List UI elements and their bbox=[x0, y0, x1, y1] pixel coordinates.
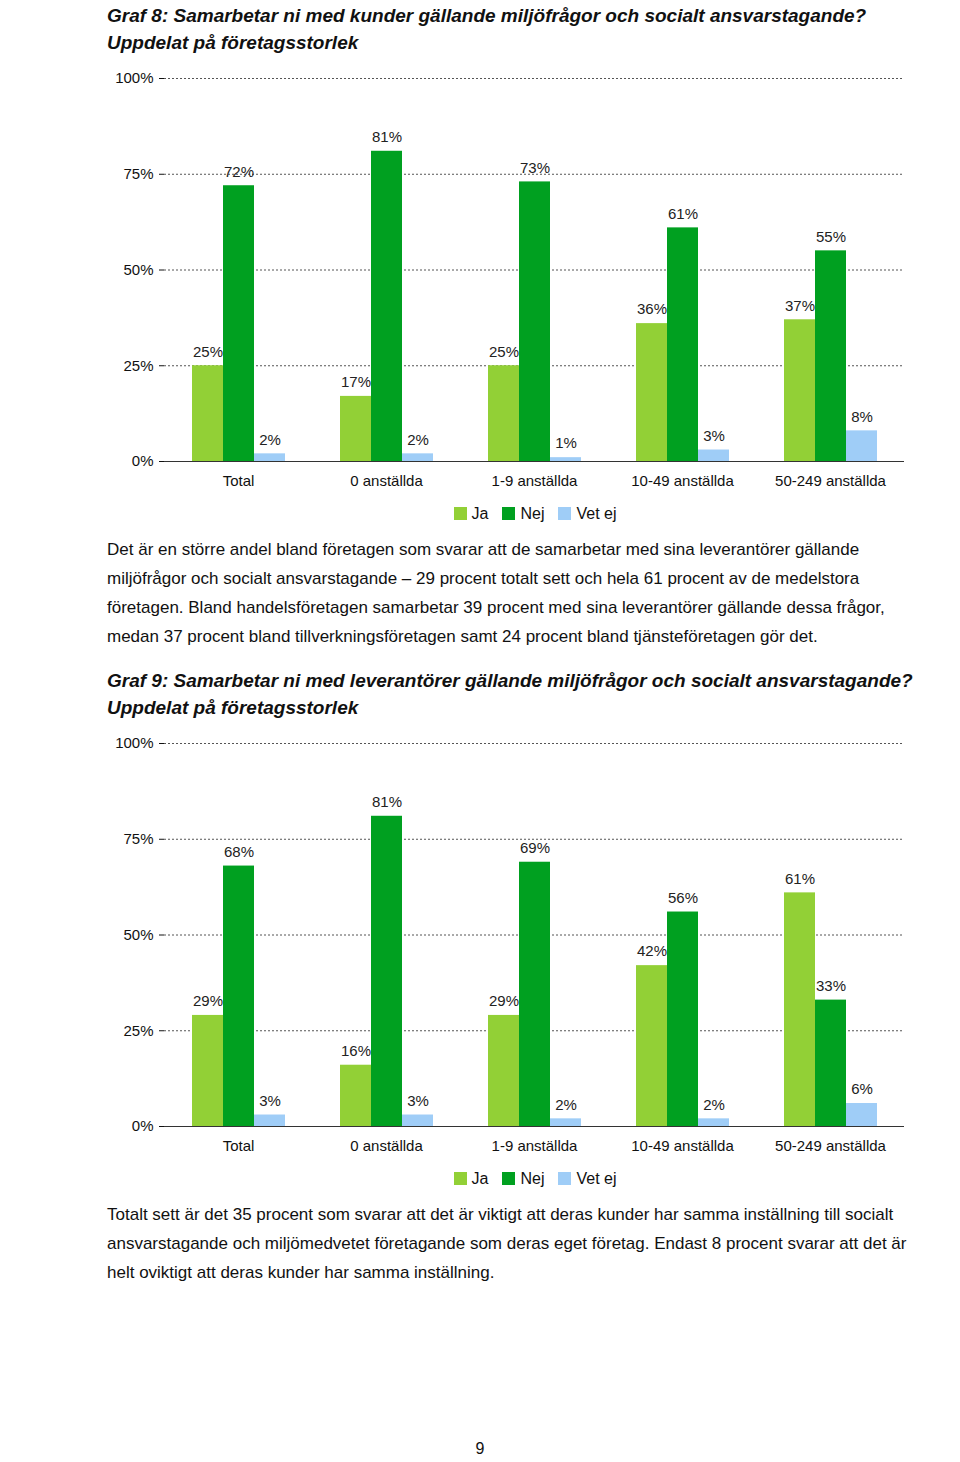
svg-text:10-49 anställda: 10-49 anställda bbox=[631, 1137, 734, 1154]
html-text:Ja: Ja bbox=[471, 505, 489, 522]
svg-text:0%: 0% bbox=[132, 1117, 154, 1134]
html-text:Totalt sett är det 35 procent: Totalt sett är det 35 procent som svarar… bbox=[107, 1205, 907, 1282]
svg-text:16%: 16% bbox=[341, 1042, 371, 1059]
svg-text:50-249 anställda: 50-249 anställda bbox=[775, 472, 887, 489]
svg-text:42%: 42% bbox=[637, 942, 667, 959]
svg-text:50-249 anställda: 50-249 anställda bbox=[775, 1137, 887, 1154]
svg-text:10-49 anställda: 10-49 anställda bbox=[631, 472, 734, 489]
html-text:Ja: Ja bbox=[471, 1170, 489, 1187]
html-text:Det är en större andel bland f: Det är en större andel bland företagen s… bbox=[107, 540, 885, 646]
svg-text:25%: 25% bbox=[193, 343, 223, 360]
svg-text:73%: 73% bbox=[520, 159, 550, 176]
svg-text:72%: 72% bbox=[224, 163, 254, 180]
html-text:9: 9 bbox=[475, 1440, 485, 1457]
html-text:Nej: Nej bbox=[520, 505, 545, 522]
svg-text:50%: 50% bbox=[123, 926, 153, 943]
svg-text:75%: 75% bbox=[123, 830, 153, 847]
svg-text:3%: 3% bbox=[407, 1092, 429, 1109]
svg-text:Total: Total bbox=[223, 1137, 255, 1154]
html-text:Graf 8: Samarbetar ni med kund: Graf 8: Samarbetar ni med kunder gälland… bbox=[107, 5, 867, 53]
svg-text:29%: 29% bbox=[193, 992, 223, 1009]
svg-text:75%: 75% bbox=[123, 165, 153, 182]
svg-text:68%: 68% bbox=[224, 843, 254, 860]
svg-text:50%: 50% bbox=[123, 261, 153, 278]
svg-text:1-9 anställda: 1-9 anställda bbox=[492, 1137, 579, 1154]
svg-text:2%: 2% bbox=[407, 431, 429, 448]
svg-text:100%: 100% bbox=[115, 734, 153, 751]
svg-text:1%: 1% bbox=[555, 434, 577, 451]
svg-text:36%: 36% bbox=[637, 300, 667, 317]
svg-text:25%: 25% bbox=[489, 343, 519, 360]
svg-text:17%: 17% bbox=[341, 373, 371, 390]
svg-text:81%: 81% bbox=[372, 793, 402, 810]
svg-text:0%: 0% bbox=[132, 452, 154, 469]
svg-text:2%: 2% bbox=[555, 1096, 577, 1113]
html-text:Vet ej: Vet ej bbox=[576, 505, 617, 522]
svg-text:29%: 29% bbox=[489, 992, 519, 1009]
svg-text:Total: Total bbox=[223, 472, 255, 489]
svg-text:6%: 6% bbox=[851, 1080, 873, 1097]
svg-text:2%: 2% bbox=[703, 1096, 725, 1113]
svg-text:81%: 81% bbox=[372, 128, 402, 145]
svg-text:3%: 3% bbox=[703, 427, 725, 444]
svg-text:2%: 2% bbox=[259, 431, 281, 448]
svg-text:37%: 37% bbox=[785, 297, 815, 314]
svg-text:1-9 anställda: 1-9 anställda bbox=[492, 472, 579, 489]
svg-text:33%: 33% bbox=[816, 977, 846, 994]
svg-text:0 anställda: 0 anställda bbox=[350, 472, 423, 489]
html-text:Vet ej: Vet ej bbox=[576, 1170, 617, 1187]
svg-text:56%: 56% bbox=[668, 889, 698, 906]
html-text:Nej: Nej bbox=[520, 1170, 545, 1187]
svg-text:55%: 55% bbox=[816, 228, 846, 245]
svg-text:100%: 100% bbox=[115, 69, 153, 86]
svg-text:61%: 61% bbox=[668, 205, 698, 222]
svg-text:25%: 25% bbox=[123, 357, 153, 374]
svg-text:61%: 61% bbox=[785, 870, 815, 887]
svg-text:0 anställda: 0 anställda bbox=[350, 1137, 423, 1154]
svg-text:69%: 69% bbox=[520, 839, 550, 856]
html-text:Graf 9: Samarbetar ni med leve: Graf 9: Samarbetar ni med leverantörer g… bbox=[107, 670, 913, 718]
svg-text:3%: 3% bbox=[259, 1092, 281, 1109]
svg-text:25%: 25% bbox=[123, 1022, 153, 1039]
svg-text:8%: 8% bbox=[851, 408, 873, 425]
